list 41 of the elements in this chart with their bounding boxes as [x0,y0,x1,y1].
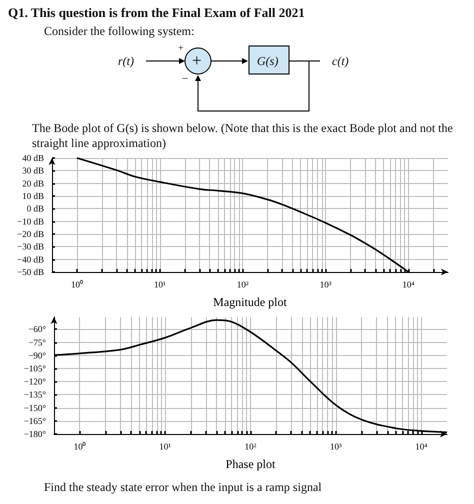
y-tick-label: 0 dB [26,204,44,214]
x-tick-label: 10³ [320,280,332,290]
x-tick-label: 10⁴ [402,280,415,290]
text: + [178,42,184,56]
x-tick-label: 10² [244,442,257,452]
chart-subtitle: Consider the following system: [44,24,194,38]
y-tick-label: −150° [24,402,46,413]
x-tick-label: 10⁴ [415,442,428,452]
y-tick-label: 40 dB [22,153,44,163]
y-tick-label: −135° [24,390,46,400]
y-tick-label: −90° [28,350,46,360]
y-tick-label: −120° [24,376,46,387]
text: Find the steady state error when the input is a ramp signal [44,480,322,494]
y-tick-label: −165° [24,416,46,426]
y-tick-label: 30 dB [22,166,44,176]
x-tick-label: 10¹ [154,280,166,290]
x-axis-title: Magnitude plot [213,295,288,309]
x-tick-label: 10⁰ [74,442,86,452]
x-axis-title: Phase plot [226,457,276,471]
y-tick-label: −20 dB [17,229,44,239]
y-tick-label: −60° [28,324,46,334]
y-tick-label: −10 dB [17,216,44,226]
y-tick-label: −40 dB [17,254,44,264]
text: + [192,51,202,70]
text: − [182,72,188,86]
x-tick-label: 10² [236,280,249,290]
chart-title: Q1. This question is from the Final Exam of Fall 2021 [8,5,305,20]
y-tick-label: −50 dB [17,267,44,277]
y-tick-label: −105° [24,364,46,374]
x-tick-label: 10⁰ [70,280,83,290]
x-tick-label: 10¹ [159,442,172,452]
text: The Bode plot of G(s) is shown below. (Note that this is the exact Bode plot and not the straight line approximation) [32,121,454,151]
x-tick-label: 10³ [330,442,342,452]
y-tick-label: −30 dB [17,242,44,252]
text: c(t) [332,54,349,68]
y-tick-label: −180° [24,429,46,439]
y-tick-label: −75° [28,337,46,348]
text: G(s) [257,54,278,68]
text: r(t) [118,54,134,68]
y-tick-label: 20 dB [22,178,44,188]
y-tick-label: 10 dB [22,191,44,201]
